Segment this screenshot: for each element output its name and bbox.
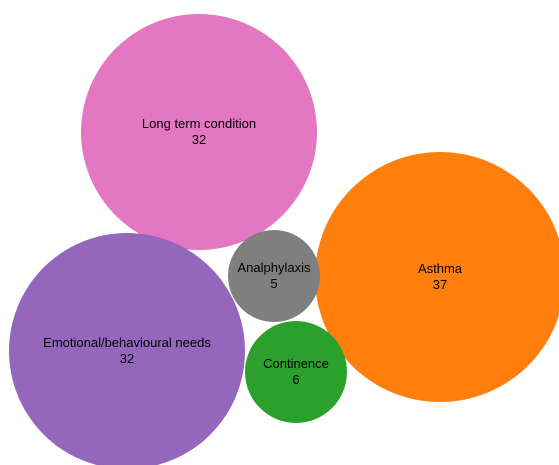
bubble-value: 32 bbox=[120, 351, 134, 366]
bubble-label: Asthma bbox=[418, 261, 463, 276]
bubble-circle-long-term-condition bbox=[81, 14, 317, 250]
bubble-circle-continence bbox=[245, 321, 347, 423]
bubble-label: Continence bbox=[263, 356, 329, 371]
bubble-value: 5 bbox=[270, 276, 277, 291]
bubble-circle-analphylaxis bbox=[228, 230, 320, 322]
bubble-circle-emotional-behavioural-needs bbox=[9, 233, 245, 465]
bubble-value: 6 bbox=[292, 372, 299, 387]
bubble-value: 37 bbox=[433, 277, 447, 292]
bubble-circle-asthma bbox=[315, 152, 559, 402]
bubble-label: Emotional/behavioural needs bbox=[43, 335, 211, 350]
bubble-value: 32 bbox=[192, 132, 206, 147]
bubble-label: Long term condition bbox=[142, 116, 256, 131]
bubble-label: Analphylaxis bbox=[238, 260, 311, 275]
